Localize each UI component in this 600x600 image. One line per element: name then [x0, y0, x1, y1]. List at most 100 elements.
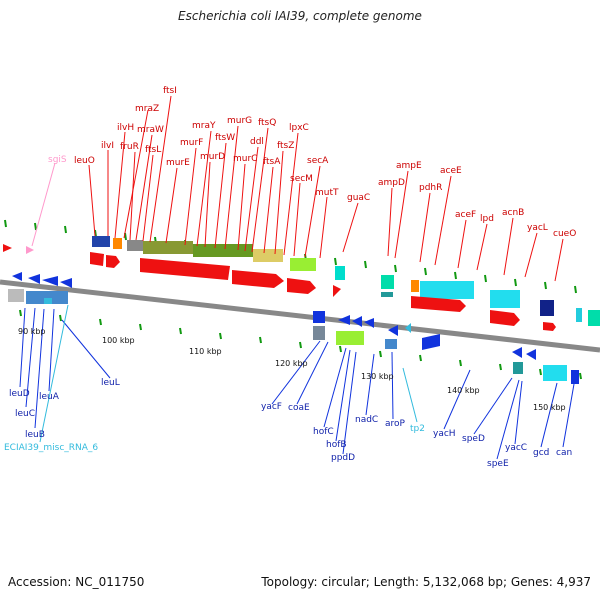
gene-label: speE — [487, 459, 509, 469]
gene-block — [540, 300, 554, 316]
sgiS-leader-line — [31, 162, 56, 247]
gene-label: aroP — [385, 419, 406, 429]
gene-label: leuL — [101, 378, 120, 388]
gene-label: ftsL — [145, 145, 161, 155]
gene-arrow — [352, 316, 362, 327]
tick-label: 150 kbp — [533, 403, 566, 412]
gene-label: gcd — [533, 448, 549, 458]
gene-label: can — [556, 448, 572, 458]
gene-label: ECIAI39_misc_RNA_6 — [4, 443, 98, 453]
gene-label: murE — [166, 158, 190, 168]
gene-arrow — [287, 278, 316, 294]
gene-arrow — [411, 296, 466, 312]
lower-leader-lines — [19, 307, 575, 460]
upper-gene-labels: sgiS leuO ilvI ilvH mraZ mraW fruR ftsL … — [48, 86, 576, 239]
gene-label: murD — [200, 152, 225, 162]
gene-label: yacC — [505, 443, 527, 453]
gene-label: lpxC — [289, 123, 309, 133]
gene-label: leuO — [74, 156, 95, 166]
genome-summary-text: Topology: circular; Length: 5,132,068 bp… — [261, 575, 591, 589]
gene-label: hofC — [313, 427, 334, 437]
gene-block — [381, 275, 394, 289]
gene-label: hofB — [326, 440, 347, 450]
gene-arrow — [490, 310, 520, 326]
gene-label: ilvI — [101, 141, 114, 151]
gene-label: nadC — [355, 415, 378, 425]
gene-block — [127, 240, 143, 251]
gene-arrow — [3, 244, 12, 252]
gene-label: murF — [180, 138, 203, 148]
gene-label: leuD — [9, 389, 30, 399]
gene-label: cueO — [553, 229, 576, 239]
gene-label: fruR — [120, 142, 139, 152]
gene-arrow — [42, 276, 58, 286]
gene-block — [290, 258, 316, 271]
gene-block — [335, 266, 345, 280]
lower-gene-labels: leuD leuC leuB leuA ECIAI39_misc_RNA_6 l… — [4, 378, 572, 469]
gene-label: yacF — [261, 402, 282, 412]
gene-block — [513, 362, 523, 374]
gene-arrow — [364, 318, 374, 328]
gene-label: tp2 — [410, 424, 425, 434]
gene-block — [313, 326, 325, 340]
gene-block — [92, 236, 110, 247]
gene-label: mraZ — [135, 104, 159, 114]
gene-arrow — [28, 274, 40, 284]
gene-label: yacH — [433, 429, 456, 439]
gene-label: yacL — [527, 223, 548, 233]
gene-arrow — [543, 322, 556, 331]
lower-rna-leader-lines — [39, 304, 418, 443]
lower-feature-track — [8, 272, 579, 384]
gene-label: mutT — [315, 188, 339, 198]
gene-label: secM — [290, 174, 313, 184]
gene-arrow — [405, 323, 411, 333]
gene-block — [143, 241, 193, 254]
gene-label: ftsQ — [258, 118, 276, 128]
gene-block — [253, 249, 283, 262]
gene-label: speD — [462, 434, 485, 444]
gene-label: aceF — [455, 210, 476, 220]
gene-arrow — [140, 258, 230, 280]
gene-arrow — [512, 347, 522, 358]
gene-label: secA — [307, 156, 329, 166]
gene-label: mraY — [192, 121, 216, 131]
gene-block — [571, 370, 579, 384]
gene-arrow — [232, 270, 284, 288]
gene-label: lpd — [480, 214, 494, 224]
gene-block — [26, 291, 68, 304]
gene-block — [113, 238, 122, 249]
gene-block — [490, 290, 520, 308]
gene-label: coaE — [288, 403, 310, 413]
gene-block — [385, 339, 397, 349]
gene-label: murG — [227, 116, 252, 126]
gene-label: guaC — [347, 193, 370, 203]
gene-arrow — [526, 349, 536, 360]
gene-arrow — [388, 325, 398, 336]
gene-arrow — [422, 334, 440, 350]
gene-block — [8, 289, 24, 302]
gene-block — [313, 311, 325, 323]
gene-block — [543, 365, 567, 381]
tick-label: 90 kbp — [18, 327, 46, 336]
map-title: Escherichia coli IAI39, complete genome — [178, 9, 422, 23]
lower-dotted-track — [19, 309, 582, 380]
gene-arrow — [12, 272, 22, 281]
tick-label: 140 kbp — [447, 386, 480, 395]
gene-label: acnB — [502, 208, 524, 218]
gene-block — [193, 244, 253, 257]
gene-label: leuB — [25, 430, 45, 440]
accession-text: Accession: NC_011750 — [8, 575, 145, 589]
gene-label: ftsW — [215, 133, 235, 143]
gene-label: pdhR — [419, 183, 442, 193]
gene-block — [588, 310, 600, 326]
gene-block — [381, 292, 393, 297]
tick-label: 130 kbp — [361, 372, 394, 381]
tick-label: 100 kbp — [102, 336, 135, 345]
gene-arrow — [60, 278, 72, 288]
gene-label: ppdD — [331, 453, 355, 463]
gene-label: leuA — [39, 392, 60, 402]
gene-block — [420, 281, 474, 299]
gene-label: aceE — [440, 166, 462, 176]
gene-block — [411, 280, 419, 292]
